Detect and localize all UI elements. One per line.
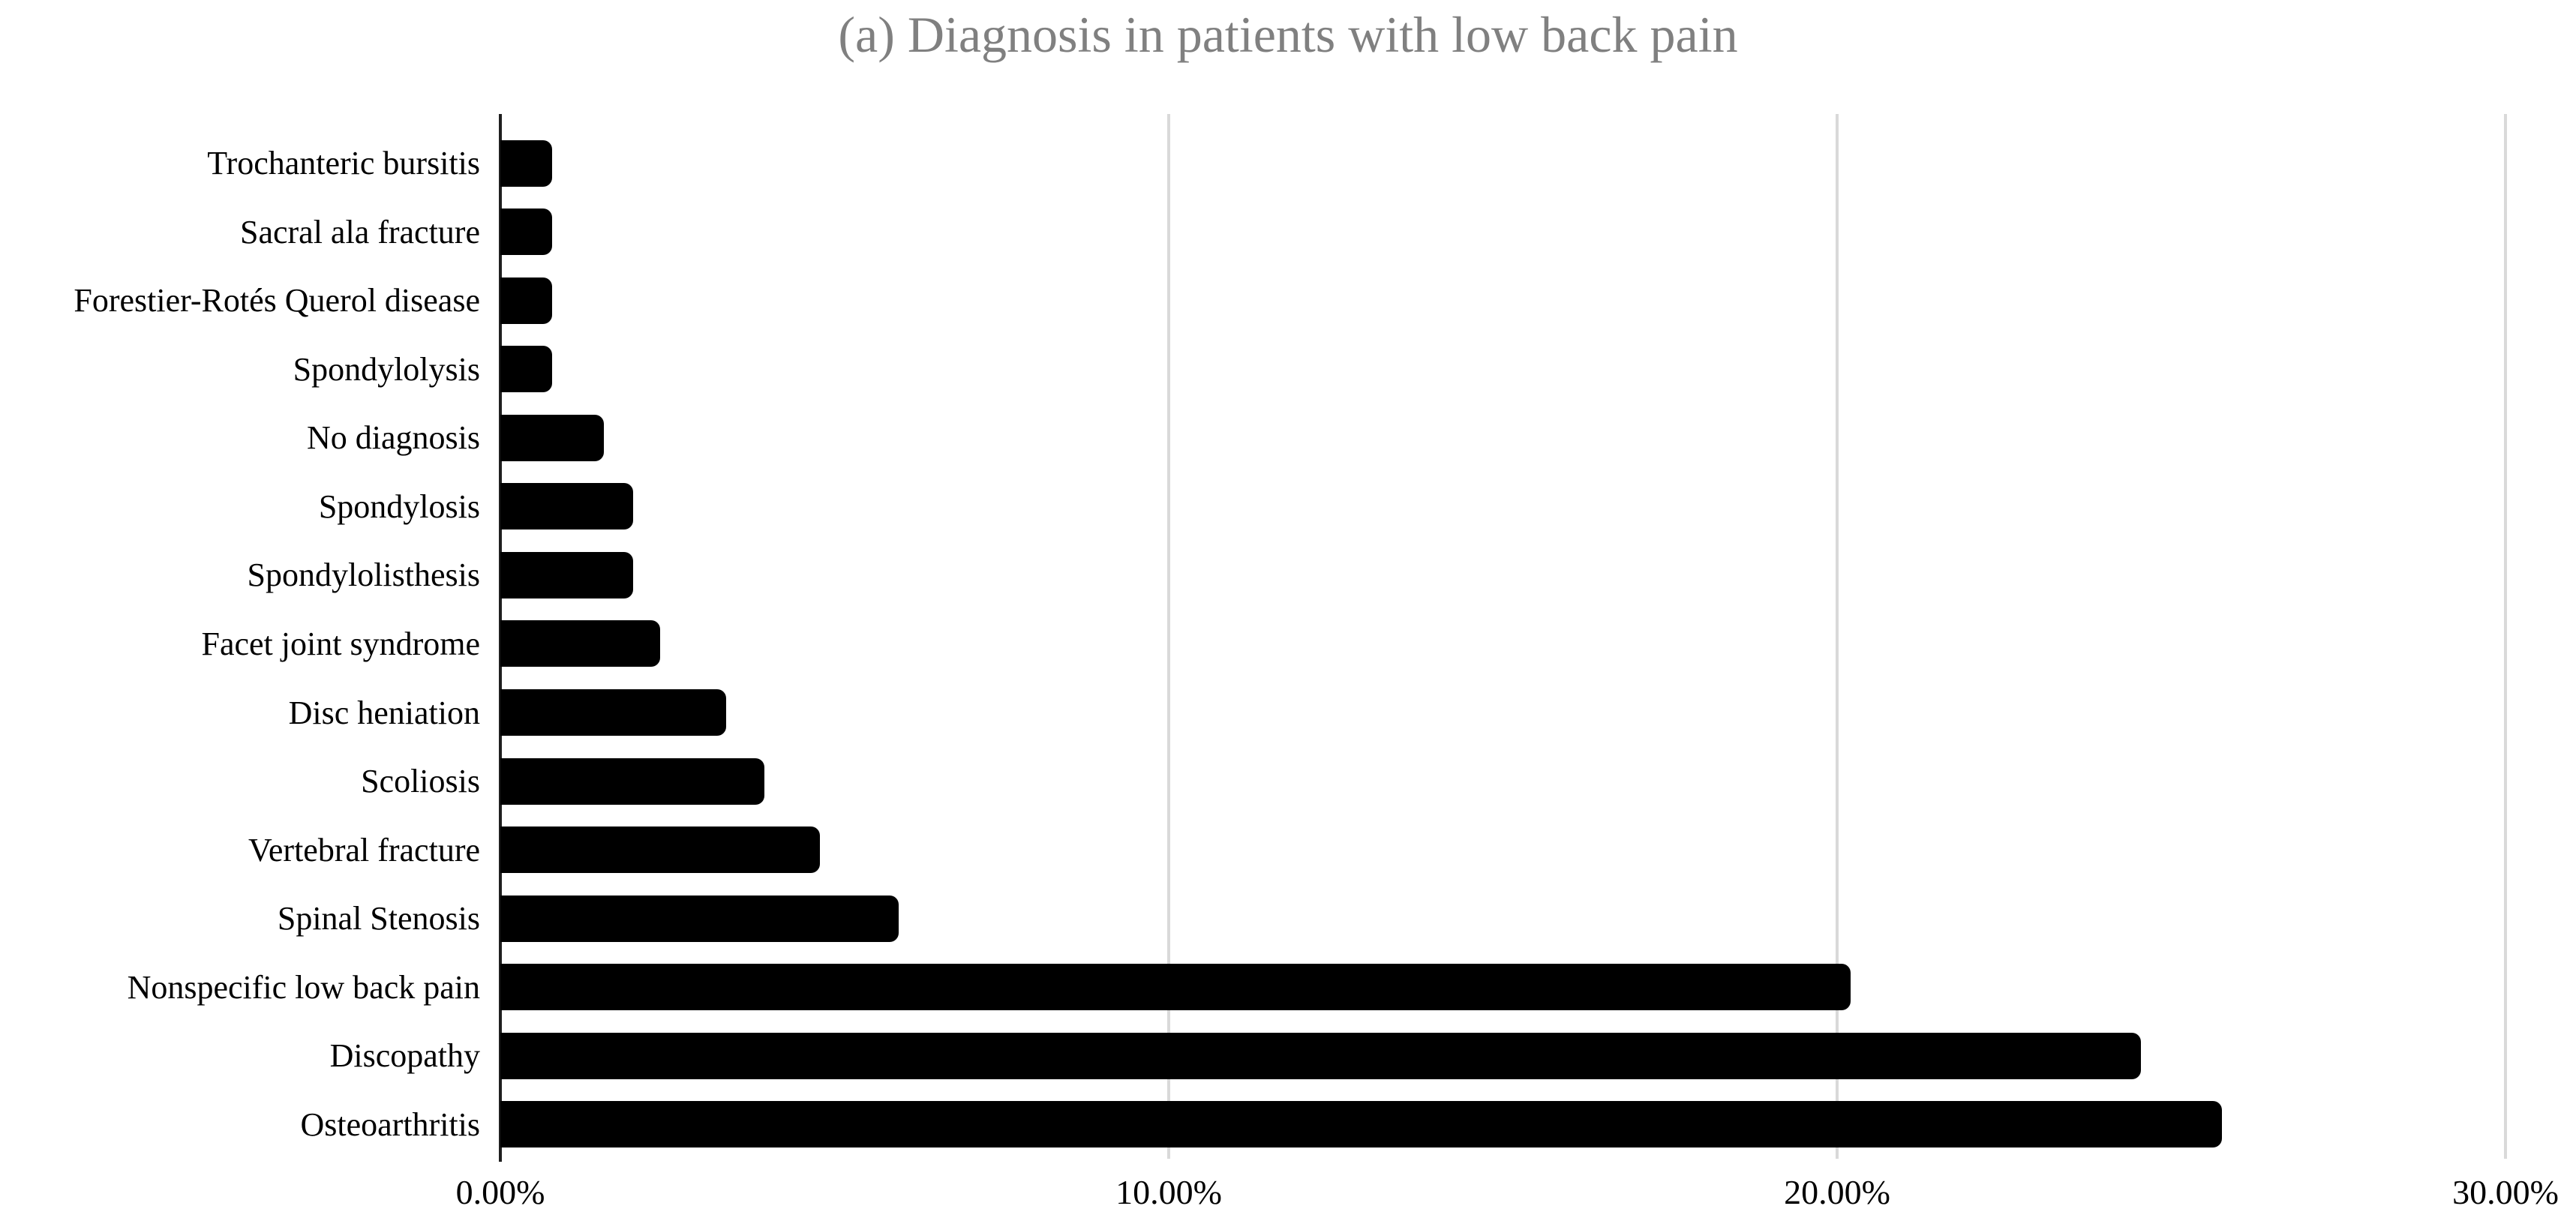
- bar: [500, 895, 899, 942]
- bar-row: [500, 1090, 2505, 1159]
- x-axis-ticks: 0.00% 10.00% 20.00% 30.00%: [456, 1172, 2559, 1217]
- category-labels-column: Trochanteric bursitis Sacral ala fracture…: [0, 129, 480, 1159]
- x-tick-label: 20.00%: [1784, 1173, 1890, 1211]
- bar-row: [500, 1022, 2505, 1090]
- category-label: No diagnosis: [307, 419, 480, 457]
- bar-row: [500, 541, 2505, 610]
- category-label: Spinal Stenosis: [277, 900, 480, 938]
- bar-row: [500, 610, 2505, 679]
- category-label: Osteoarthritis: [300, 1106, 480, 1143]
- bar: [500, 277, 553, 324]
- bar-row: [500, 678, 2505, 747]
- bar: [500, 620, 660, 668]
- x-tick-label: 30.00%: [2452, 1173, 2559, 1211]
- category-label: Facet joint syndrome: [201, 625, 481, 662]
- category-label: Forestier-Rotés Querol disease: [74, 282, 480, 320]
- bar: [500, 483, 634, 530]
- bar-row: [500, 129, 2505, 198]
- bar: [500, 551, 634, 598]
- bar: [500, 758, 764, 805]
- bar: [500, 826, 820, 874]
- x-tick-label: 0.00%: [455, 1173, 545, 1211]
- bar: [500, 1032, 2142, 1079]
- category-label: Disc heniation: [288, 694, 480, 731]
- x-tick-label: 10.00%: [1115, 1173, 1222, 1211]
- category-label: Spondylosis: [318, 488, 480, 525]
- category-label: Vertebral fracture: [248, 831, 480, 868]
- bar-row: [500, 198, 2505, 267]
- bar-row: [500, 404, 2505, 472]
- bar: [500, 964, 1851, 1011]
- gridline: [2504, 114, 2507, 1159]
- bar: [500, 689, 727, 736]
- bar-row: [500, 884, 2505, 953]
- category-label: Scoliosis: [361, 763, 480, 800]
- category-label: Nonspecific low back pain: [127, 968, 480, 1006]
- bar-row: [500, 952, 2505, 1022]
- category-label: Sacral ala fracture: [240, 213, 480, 250]
- bar-row: [500, 472, 2505, 542]
- category-label: Trochanteric bursitis: [207, 145, 480, 182]
- bar: [500, 346, 553, 393]
- bar-row: [500, 335, 2505, 404]
- category-label: Spondylolisthesis: [247, 556, 481, 594]
- plot-area: [499, 114, 2507, 1162]
- bar-row: [500, 815, 2505, 884]
- bar: [500, 1101, 2223, 1148]
- category-label: Discopathy: [329, 1037, 480, 1075]
- bar-row: [500, 747, 2505, 816]
- bar: [500, 414, 605, 461]
- chart-title: (a) Diagnosis in patients with low back …: [838, 6, 1738, 63]
- gridline: [1167, 114, 1170, 1159]
- gridline: [1836, 114, 1839, 1159]
- bar: [500, 140, 553, 187]
- bars-container: [500, 129, 2505, 1159]
- category-label: Spondylolysis: [293, 350, 480, 388]
- bar-row: [500, 266, 2505, 335]
- bar: [500, 208, 553, 256]
